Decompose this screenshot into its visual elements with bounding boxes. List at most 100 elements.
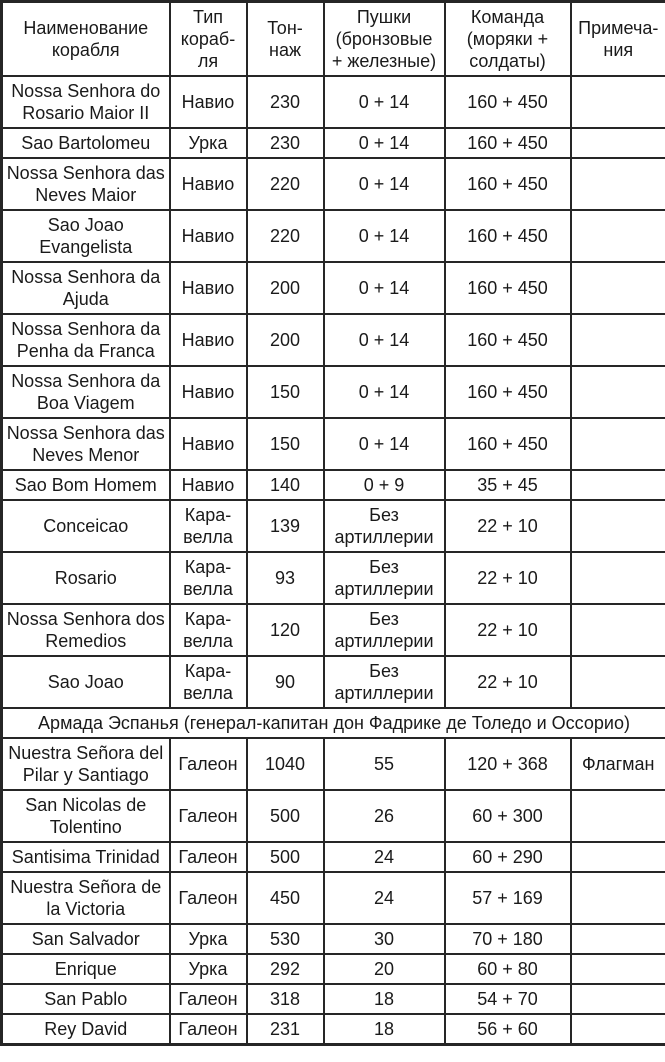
header-ship-type: Тип кораб- ля [168,0,248,77]
cell-tonnage: 500 [245,789,325,843]
cell-notes [569,603,665,657]
cell-guns: 26 [322,789,446,843]
cell-ship-name: Sao Bartolomeu [0,127,171,159]
cell-guns: 0 + 14 [322,417,446,471]
table-body: Nossa Senhora do Rosario Maior II Навио 23… [0,75,665,1046]
table-row: Nuestra Señora de la Victoria Галеон 450 24… [0,871,665,925]
table-row: Rey David Галеон 231 18 56 + 60 [0,1013,665,1046]
cell-crew: 56 + 60 [443,1013,572,1046]
cell-tonnage: 318 [245,983,325,1015]
table-row: Nossa Senhora dos Remedios Кара- велла 120… [0,603,665,657]
cell-ship-name: Nossa Senhora da Boa Viagem [0,365,171,419]
header-ship-name: Наименование корабля [0,0,171,77]
cell-tonnage: 150 [245,417,325,471]
cell-ship-type: Кара- велла [168,603,248,657]
cell-ship-name: Sao Bom Homem [0,469,171,501]
cell-ship-type: Навио [168,313,248,367]
cell-guns: 18 [322,983,446,1015]
cell-guns: Без артиллерии [322,499,446,553]
cell-guns: 55 [322,737,446,791]
cell-guns: 0 + 14 [322,157,446,211]
cell-ship-name: Enrique [0,953,171,985]
cell-tonnage: 120 [245,603,325,657]
cell-tonnage: 139 [245,499,325,553]
cell-tonnage: 500 [245,841,325,873]
cell-guns: 30 [322,923,446,955]
header-row: Наименование корабля Тип кораб- ля Тон- … [0,0,665,77]
cell-tonnage: 231 [245,1013,325,1046]
cell-notes [569,1013,665,1046]
cell-tonnage: 140 [245,469,325,501]
table-row: Nossa Senhora das Neves Maior Навио 220 0 +… [0,157,665,211]
cell-crew: 35 + 45 [443,469,572,501]
cell-ship-name: Nossa Senhora dos Remedios [0,603,171,657]
cell-ship-type: Навио [168,75,248,129]
cell-ship-name: San Salvador [0,923,171,955]
table-row: Santisima Trinidad Галеон 500 24 60 + 290 [0,841,665,873]
cell-notes [569,983,665,1015]
section-title: Армада Эспанья (генерал-капитан дон Фадр… [0,707,665,739]
cell-notes [569,953,665,985]
table-row: San Salvador Урка 530 30 70 + 180 [0,923,665,955]
cell-ship-name: Conceicao [0,499,171,553]
cell-ship-type: Кара- велла [168,499,248,553]
cell-notes [569,261,665,315]
cell-guns: 24 [322,871,446,925]
cell-notes: Флагман [569,737,665,791]
cell-ship-type: Галеон [168,983,248,1015]
cell-crew: 60 + 80 [443,953,572,985]
cell-crew: 60 + 290 [443,841,572,873]
cell-crew: 22 + 10 [443,551,572,605]
header-tonnage: Тон- наж [245,0,325,77]
cell-ship-type: Навио [168,157,248,211]
cell-guns: 0 + 14 [322,127,446,159]
cell-notes [569,841,665,873]
cell-ship-type: Навио [168,365,248,419]
cell-tonnage: 220 [245,209,325,263]
cell-crew: 22 + 10 [443,603,572,657]
section-row: Армада Эспанья (генерал-капитан дон Фадр… [0,707,665,739]
cell-ship-type: Урка [168,127,248,159]
table-row: Rosario Кара- велла 93 Без артиллерии 22 + 1… [0,551,665,605]
cell-notes [569,209,665,263]
cell-notes [569,655,665,709]
cell-ship-type: Навио [168,261,248,315]
cell-crew: 54 + 70 [443,983,572,1015]
cell-ship-type: Галеон [168,789,248,843]
cell-ship-type: Урка [168,953,248,985]
cell-guns: 0 + 14 [322,365,446,419]
cell-crew: 120 + 368 [443,737,572,791]
cell-ship-name: Nossa Senhora do Rosario Maior II [0,75,171,129]
cell-tonnage: 530 [245,923,325,955]
cell-crew: 160 + 450 [443,261,572,315]
table-header: Наименование корабля Тип кораб- ля Тон- … [0,0,665,77]
cell-notes [569,551,665,605]
cell-ship-name: Rey David [0,1013,171,1046]
cell-notes [569,923,665,955]
cell-ship-type: Навио [168,417,248,471]
cell-ship-type: Урка [168,923,248,955]
cell-ship-type: Галеон [168,841,248,873]
cell-notes [569,469,665,501]
cell-ship-type: Кара- велла [168,655,248,709]
cell-ship-type: Кара- велла [168,551,248,605]
cell-tonnage: 200 [245,313,325,367]
cell-tonnage: 200 [245,261,325,315]
cell-crew: 160 + 450 [443,75,572,129]
header-crew: Команда (моряки + солдаты) [443,0,572,77]
cell-ship-name: Sao Joao [0,655,171,709]
table-row: San Nicolas de Tolentino Галеон 500 26 60 + … [0,789,665,843]
cell-ship-name: Nossa Senhora da Ajuda [0,261,171,315]
cell-ship-type: Галеон [168,871,248,925]
cell-guns: 0 + 14 [322,313,446,367]
cell-guns: 24 [322,841,446,873]
cell-crew: 160 + 450 [443,313,572,367]
table-row: Nossa Senhora da Penha da Franca Навио 200… [0,313,665,367]
cell-crew: 160 + 450 [443,157,572,211]
table-row: Enrique Урка 292 20 60 + 80 [0,953,665,985]
cell-tonnage: 450 [245,871,325,925]
cell-ship-type: Навио [168,209,248,263]
table-row: Nossa Senhora da Ajuda Навио 200 0 + 14 160 … [0,261,665,315]
cell-ship-name: Nossa Senhora das Neves Menor [0,417,171,471]
